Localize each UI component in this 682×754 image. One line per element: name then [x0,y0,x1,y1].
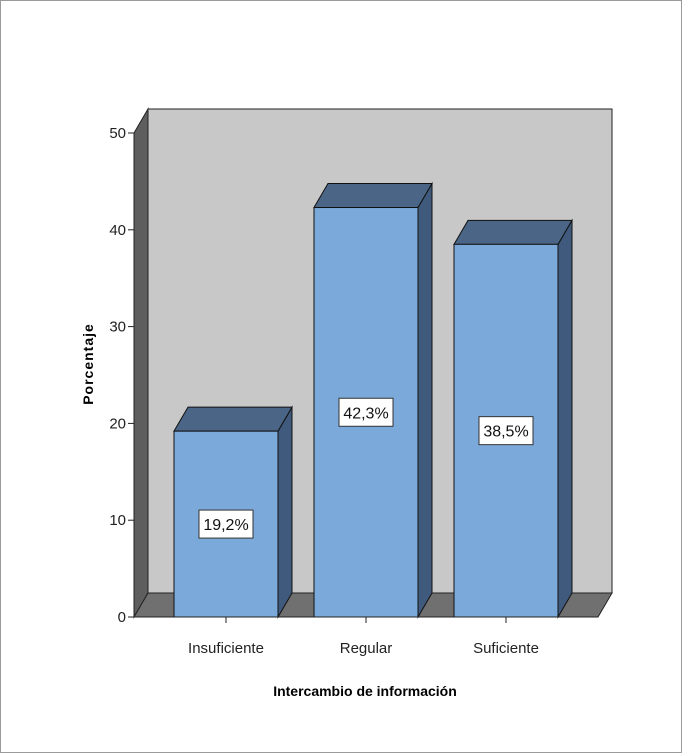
y-tick-label: 30 [109,319,126,336]
bars: 19,2% 42,3% 38,5% [173,181,573,619]
x-tick-label: Suficiente [473,640,539,657]
bar-top [173,406,293,432]
y-tick-label: 40 [109,222,126,239]
bar-side [417,181,433,619]
y-tick-label: 50 [109,125,126,142]
y-tick-label: 10 [109,512,126,529]
x-axis-title: Intercambio de información [273,683,457,699]
bar: 42,3% [313,181,433,619]
data-label-box [478,416,534,446]
y-axis: 0 10 20 30 40 50 [109,125,135,626]
bar: 19,2% [173,405,293,619]
data-label-box [198,509,254,539]
bar-top [313,183,433,209]
x-tick-label: Insuficiente [188,640,264,657]
bar-side [277,405,293,619]
data-label: 38,5% [483,424,528,441]
x-tick-label: Regular [340,640,393,657]
bar-side [557,218,573,619]
data-label: 19,2% [203,517,248,534]
y-axis-title: Porcentaje [80,323,96,405]
y-tick-label: 20 [109,415,126,432]
data-label: 42,3% [343,405,388,422]
x-axis: Insuficiente Regular Suficiente [134,616,598,657]
data-label-box [338,397,394,427]
left-wall [133,107,149,619]
y-tick-label: 0 [118,609,126,626]
bar: 38,5% [453,218,573,619]
bar-top [453,219,573,245]
